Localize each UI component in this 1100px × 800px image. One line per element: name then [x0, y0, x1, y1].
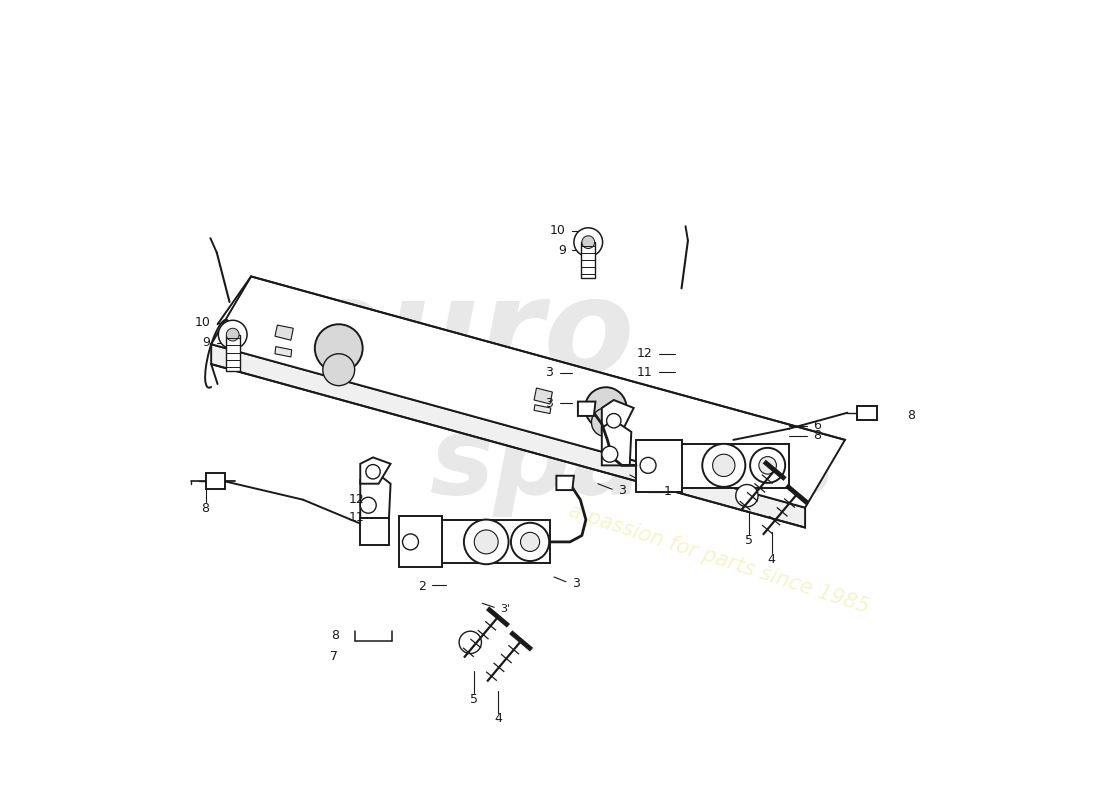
Circle shape	[713, 454, 735, 477]
Text: 5: 5	[471, 694, 478, 706]
Circle shape	[510, 522, 549, 561]
Polygon shape	[682, 444, 789, 488]
Polygon shape	[578, 402, 595, 416]
Text: 3: 3	[618, 484, 626, 498]
Text: 10: 10	[195, 316, 210, 329]
Polygon shape	[206, 474, 224, 490]
Circle shape	[520, 532, 540, 551]
Circle shape	[585, 387, 627, 429]
Polygon shape	[636, 440, 682, 492]
Polygon shape	[535, 405, 551, 414]
Circle shape	[592, 408, 620, 437]
Circle shape	[459, 631, 482, 654]
Polygon shape	[581, 242, 595, 278]
Text: 6: 6	[813, 419, 821, 432]
Text: 9: 9	[558, 244, 565, 257]
Polygon shape	[602, 400, 634, 432]
Circle shape	[606, 414, 621, 428]
Circle shape	[750, 448, 785, 483]
Text: 9: 9	[202, 336, 210, 349]
Text: 8: 8	[201, 502, 210, 515]
Text: 4: 4	[768, 553, 776, 566]
Polygon shape	[442, 519, 550, 563]
Text: 7: 7	[330, 650, 338, 663]
Text: 1: 1	[664, 485, 672, 498]
Text: 12: 12	[637, 347, 652, 360]
Circle shape	[403, 534, 418, 550]
Text: 8: 8	[908, 410, 915, 422]
Polygon shape	[398, 515, 442, 567]
Text: spares: spares	[430, 410, 837, 517]
Circle shape	[322, 354, 354, 386]
Text: 2: 2	[419, 580, 427, 593]
Polygon shape	[557, 476, 574, 490]
Text: 3: 3	[546, 397, 553, 410]
Polygon shape	[602, 420, 631, 466]
Circle shape	[315, 324, 363, 372]
Polygon shape	[361, 470, 390, 518]
Polygon shape	[275, 346, 292, 357]
Polygon shape	[211, 344, 805, 527]
Text: 11: 11	[637, 366, 652, 378]
Circle shape	[602, 446, 618, 462]
Circle shape	[474, 530, 498, 554]
Polygon shape	[211, 277, 845, 508]
Text: 3: 3	[572, 577, 580, 590]
Circle shape	[582, 236, 595, 249]
Text: 4: 4	[494, 712, 502, 726]
Circle shape	[702, 444, 746, 487]
Circle shape	[759, 457, 777, 474]
Text: 5: 5	[746, 534, 754, 547]
Polygon shape	[226, 334, 240, 370]
Text: 11: 11	[349, 510, 364, 524]
Circle shape	[464, 519, 508, 564]
Circle shape	[574, 228, 603, 257]
Polygon shape	[361, 518, 389, 545]
Circle shape	[361, 498, 376, 514]
Circle shape	[219, 320, 248, 349]
Polygon shape	[857, 406, 877, 420]
Polygon shape	[275, 325, 294, 340]
Text: euro: euro	[295, 273, 634, 400]
Polygon shape	[535, 388, 552, 404]
Text: 3: 3	[546, 366, 553, 379]
Circle shape	[640, 458, 656, 474]
Text: 10: 10	[550, 225, 565, 238]
Text: 12: 12	[349, 493, 364, 506]
Polygon shape	[361, 458, 390, 484]
Text: 8: 8	[331, 629, 339, 642]
Circle shape	[736, 485, 758, 507]
Text: a passion for parts since 1985: a passion for parts since 1985	[565, 502, 871, 618]
Text: 8: 8	[813, 430, 821, 442]
Circle shape	[227, 328, 239, 341]
Text: 3': 3'	[500, 604, 510, 614]
Circle shape	[366, 465, 381, 479]
